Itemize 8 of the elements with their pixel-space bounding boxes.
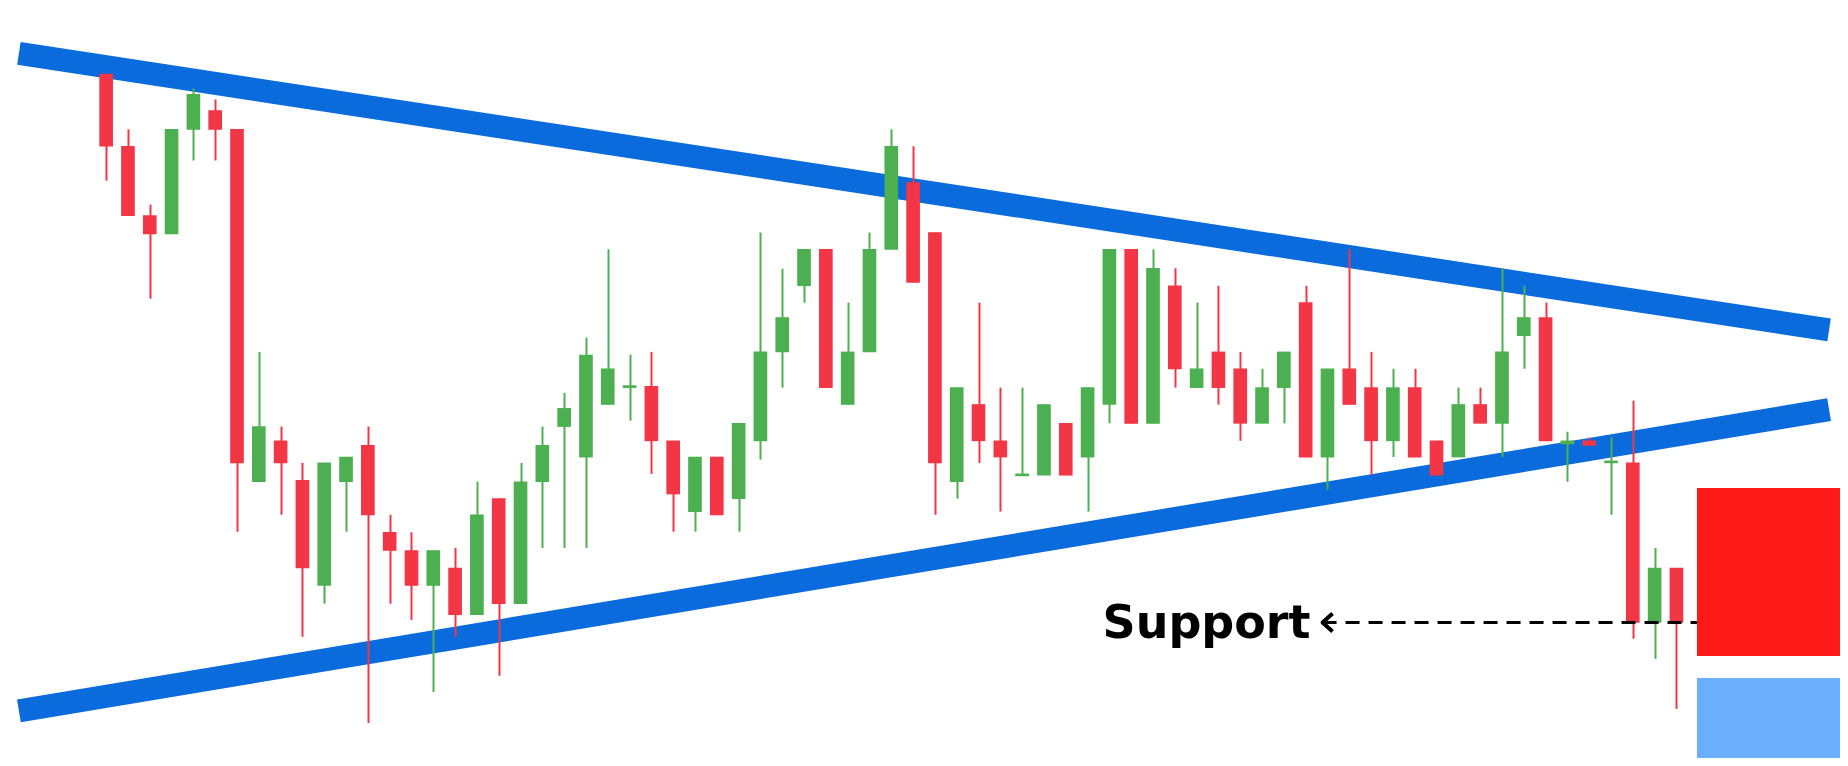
candlestick bbox=[622, 353, 637, 422]
candlestick bbox=[1255, 367, 1269, 425]
candlestick bbox=[208, 98, 223, 162]
candlestick bbox=[600, 248, 615, 406]
candlestick bbox=[1473, 386, 1487, 425]
candlestick bbox=[1342, 248, 1357, 406]
ref-line-label: Support bbox=[1102, 595, 1311, 650]
candlestick bbox=[709, 456, 724, 516]
